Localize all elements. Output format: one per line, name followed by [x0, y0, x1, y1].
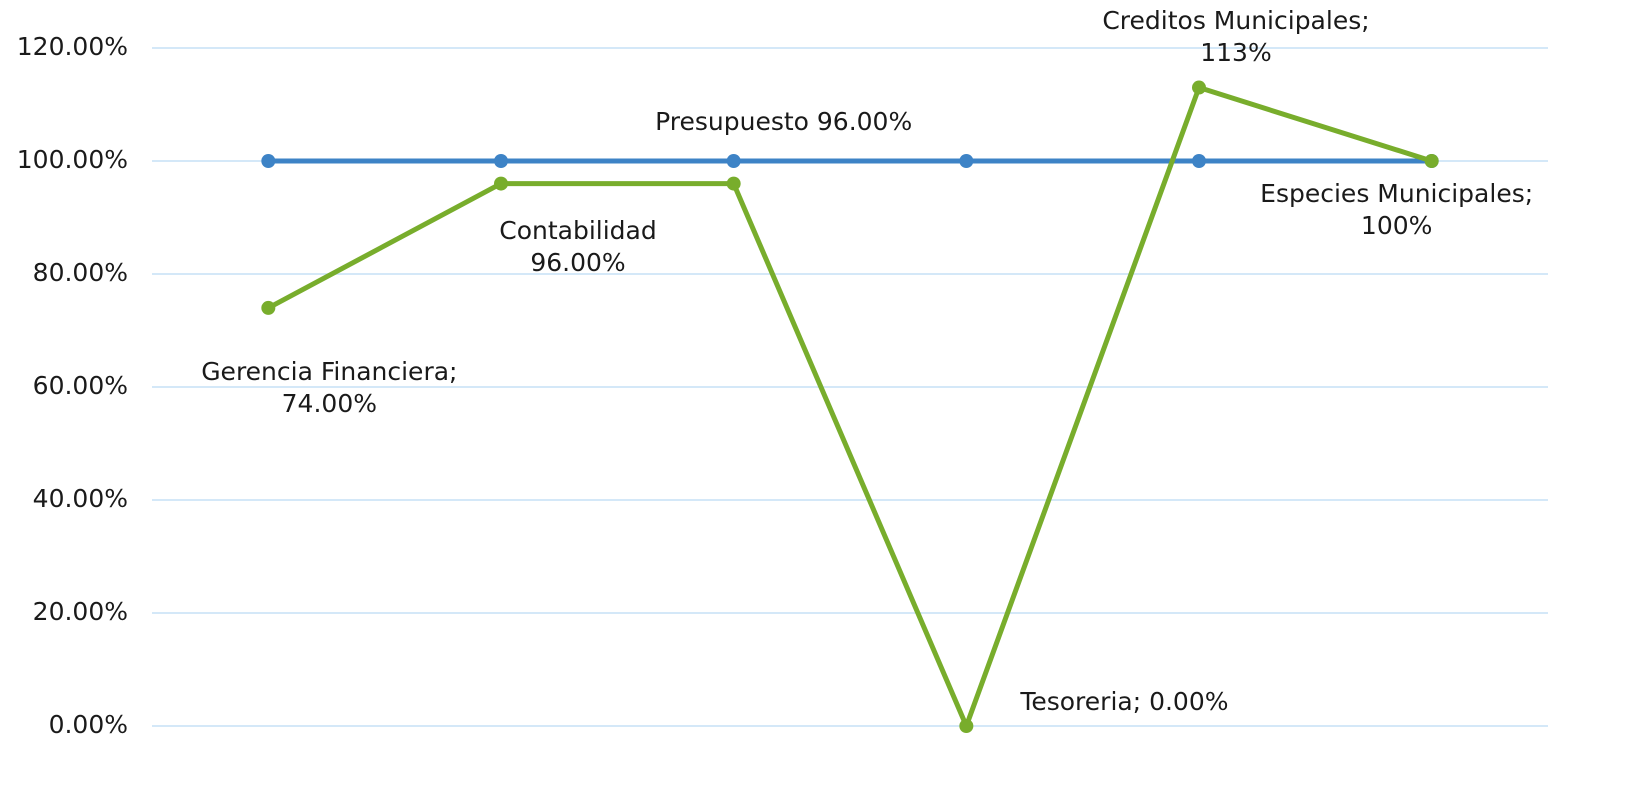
data-label-line: Gerencia Financiera;	[201, 357, 457, 386]
data-label-line: Especies Municipales;	[1260, 179, 1533, 208]
data-label: Presupuesto 96.00%	[655, 107, 912, 136]
data-label: Creditos Municipales; 113%	[1102, 6, 1369, 67]
data-point	[1424, 154, 1439, 168]
y-tick-label: 80.00%	[33, 258, 128, 287]
data-label-line: 113%	[1200, 38, 1271, 67]
data-label-line: 96.00%	[530, 248, 625, 277]
data-point	[959, 719, 974, 733]
data-label-line: Creditos Municipales;	[1102, 6, 1369, 35]
data-point	[726, 154, 741, 168]
data-label-line: 74.00%	[282, 389, 377, 418]
data-label: Gerencia Financiera; 74.00%	[201, 357, 457, 418]
data-label: Especies Municipales; 100%	[1260, 179, 1533, 240]
data-point	[959, 154, 974, 168]
y-tick-label: 60.00%	[33, 371, 128, 400]
y-tick-label: 100.00%	[17, 145, 128, 174]
y-tick-label: 20.00%	[33, 597, 128, 626]
data-label-line: 100%	[1361, 211, 1432, 240]
data-point	[1192, 80, 1206, 95]
data-label: Tesoreria; 0.00%	[1019, 687, 1228, 716]
data-point	[726, 176, 741, 191]
data-label-line: Presupuesto 96.00%	[655, 107, 912, 136]
data-point	[494, 154, 508, 168]
data-point	[261, 300, 276, 315]
data-label-line: Tesoreria; 0.00%	[1019, 687, 1228, 716]
y-tick-label: 40.00%	[33, 484, 128, 513]
data-label-line: Contabilidad	[499, 216, 656, 245]
data-point	[1192, 154, 1206, 168]
data-label: Contabilidad 96.00%	[499, 216, 656, 277]
series-line	[267, 85, 1433, 729]
data-point	[494, 176, 508, 191]
data-point	[261, 154, 276, 168]
y-tick-label: 0.00%	[49, 710, 128, 739]
y-tick-label: 120.00%	[17, 32, 128, 61]
